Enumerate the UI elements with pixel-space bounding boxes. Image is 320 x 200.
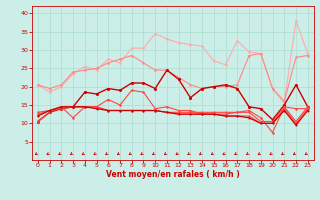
X-axis label: Vent moyen/en rafales ( km/h ): Vent moyen/en rafales ( km/h ) [106, 170, 240, 179]
